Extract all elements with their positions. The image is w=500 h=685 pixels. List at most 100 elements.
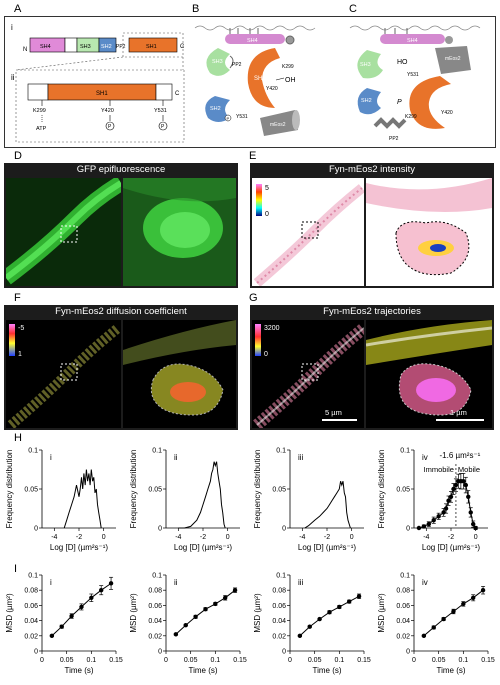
b-sh2-label: SH2 <box>210 106 221 112</box>
chart-h-ii: ii 0 0.05 0.1 -4 -2 0 Log [D] (µm²s⁻¹) Frequency… <box>129 448 240 552</box>
y-tick-label: 0.05 <box>148 487 162 494</box>
x-tick-label: 0.05 <box>184 657 198 664</box>
b-y531-label: Y531 <box>236 114 248 120</box>
g-scale-bottom: 0 <box>264 351 268 358</box>
data-point <box>421 633 427 638</box>
c-sh4-label: SH4 <box>407 38 418 44</box>
b-meos2-shape <box>260 110 298 136</box>
x-tick-label: 0.05 <box>308 657 322 664</box>
x-tick-label: 0.1 <box>86 657 96 664</box>
label-mobile: Mobile <box>458 465 480 474</box>
panel-h-charts: i 0 0.05 0.1 -4 -2 0 Log [D] (µm²s⁻¹) Frequency … <box>5 448 488 552</box>
zoom-sh1-label: SH1 <box>96 91 108 97</box>
c-meos2-label: mEos2 <box>445 56 461 62</box>
g-scale-top: 3200 <box>264 325 280 332</box>
panel-f-title: Fyn-mEos2 diffusion coefficient <box>55 306 187 317</box>
roman-numeral: iii <box>298 578 304 587</box>
data-point <box>223 595 228 600</box>
y-tick-label: 0.1 <box>400 573 410 580</box>
data-point <box>451 486 456 492</box>
c-y420-label: Y420 <box>441 110 453 116</box>
annot-p-y420: P <box>108 124 112 130</box>
panel-f-image-left: -5 1 <box>6 320 121 428</box>
x-tick-label: -4 <box>51 534 57 541</box>
data-point <box>443 506 449 511</box>
panel-g-image-left: 3200 0 5 µm <box>252 320 364 428</box>
x-tick-label: 0 <box>474 534 478 541</box>
b-sh1-label: SH1 <box>254 76 266 82</box>
data-point <box>69 613 74 619</box>
chart-h-i: i 0 0.05 0.1 -4 -2 0 Log [D] (µm²s⁻¹) Frequency … <box>5 448 116 552</box>
y-tick-label: 0.06 <box>396 603 410 610</box>
x-tick-label: 0.15 <box>233 657 247 664</box>
panel-a-schematic: i N SH4 SH3 SH2 PP2 SH1 C ii SH1 C K299 … <box>11 23 185 143</box>
panel-letter-a: A <box>14 3 22 15</box>
b-y420-label: Y420 <box>266 86 278 92</box>
chart-h-iv: iv 0 0.05 0.1 -4 -2 0 Log [D] (µm²s⁻¹) Frequency… <box>377 448 488 552</box>
site-y420: Y420 <box>101 108 114 114</box>
data-point <box>466 494 471 499</box>
panel-letter-h: H <box>14 432 22 444</box>
data-point <box>451 609 456 614</box>
y-axis-label: Frequency distribution <box>253 450 262 529</box>
g-scalebar-left-label: 5 µm <box>325 408 342 417</box>
y-tick-label: 0.1 <box>152 448 162 455</box>
y-tick-label: 0.08 <box>396 588 410 595</box>
b-sh2-shape <box>205 96 230 122</box>
series-line <box>304 481 351 529</box>
zoom-c-label: C <box>175 91 180 97</box>
x-axis-label: Time (s) <box>436 666 465 675</box>
panel-g-image-right: 1 µm <box>366 320 492 428</box>
e-scale-min: 0 <box>265 211 269 218</box>
chart-i-ii: ii 0 0.02 0.04 0.06 0.08 0.1 0 0.05 0.1 0.15 Time (… <box>129 573 247 676</box>
y-tick-label: 0 <box>34 526 38 533</box>
data-point <box>203 607 208 612</box>
x-axis-label: Log [D] (µm²s⁻¹) <box>174 543 233 552</box>
x-tick-label: -2 <box>200 534 206 541</box>
c-k299-label: K299 <box>405 114 417 120</box>
b-sh4-shape <box>225 34 285 44</box>
x-tick-label: 0.1 <box>210 657 220 664</box>
data-point <box>473 525 478 531</box>
y-tick-label: 0.05 <box>396 487 410 494</box>
x-tick-label: -2 <box>324 534 330 541</box>
panel-f-image-right <box>123 320 236 428</box>
x-tick-label: 0.05 <box>60 657 74 664</box>
roman-numeral: ii <box>174 578 178 587</box>
b-sh3-shape <box>206 48 230 76</box>
data-point <box>448 494 454 499</box>
y-tick-label: 0.1 <box>28 448 38 455</box>
y-tick-label: 0 <box>158 649 162 656</box>
y-tick-label: 0.02 <box>396 633 410 640</box>
x-axis-label: Log [D] (µm²s⁻¹) <box>422 543 481 552</box>
data-point <box>436 514 441 519</box>
x-tick-label: 0.05 <box>432 657 446 664</box>
roman-numeral: iii <box>298 453 304 462</box>
x-tick-label: 0 <box>412 657 416 664</box>
panel-d-image-left <box>6 178 121 286</box>
chart-i-iv: iv 0 0.02 0.04 0.06 0.08 0.1 0 0.05 0.1 0.15 Time (… <box>377 573 495 676</box>
top-schematic-frame <box>4 16 496 148</box>
y-tick-label: 0.08 <box>272 588 286 595</box>
domain-sh1 <box>128 37 178 53</box>
roman-numeral: i <box>50 453 52 462</box>
b-sh4-label: SH4 <box>247 38 258 44</box>
data-point <box>307 624 312 629</box>
x-axis-label: Time (s) <box>64 666 93 675</box>
e-scale-max: 5 <box>265 185 269 192</box>
y-tick-label: 0.06 <box>148 603 162 610</box>
e-colorbar <box>256 184 262 216</box>
series-line <box>63 469 102 529</box>
y-axis-label: MSD (µm²) <box>253 593 262 633</box>
data-point <box>441 510 446 515</box>
data-point <box>421 524 427 529</box>
chart-h-iii: iii 0 0.05 0.1 -4 -2 0 Log [D] (µm²s⁻¹) Frequenc… <box>253 448 364 552</box>
domain-sh4-label: SH4 <box>40 44 51 50</box>
data-point <box>461 479 466 484</box>
c-meos2-shape <box>435 46 471 74</box>
panel-e-image-left: 5 0 <box>252 178 364 286</box>
x-axis-label: Time (s) <box>188 666 217 675</box>
x-axis-label: Log [D] (µm²s⁻¹) <box>298 543 357 552</box>
roman-a-ii: ii <box>11 73 15 82</box>
panel-letter-e: E <box>249 150 257 162</box>
